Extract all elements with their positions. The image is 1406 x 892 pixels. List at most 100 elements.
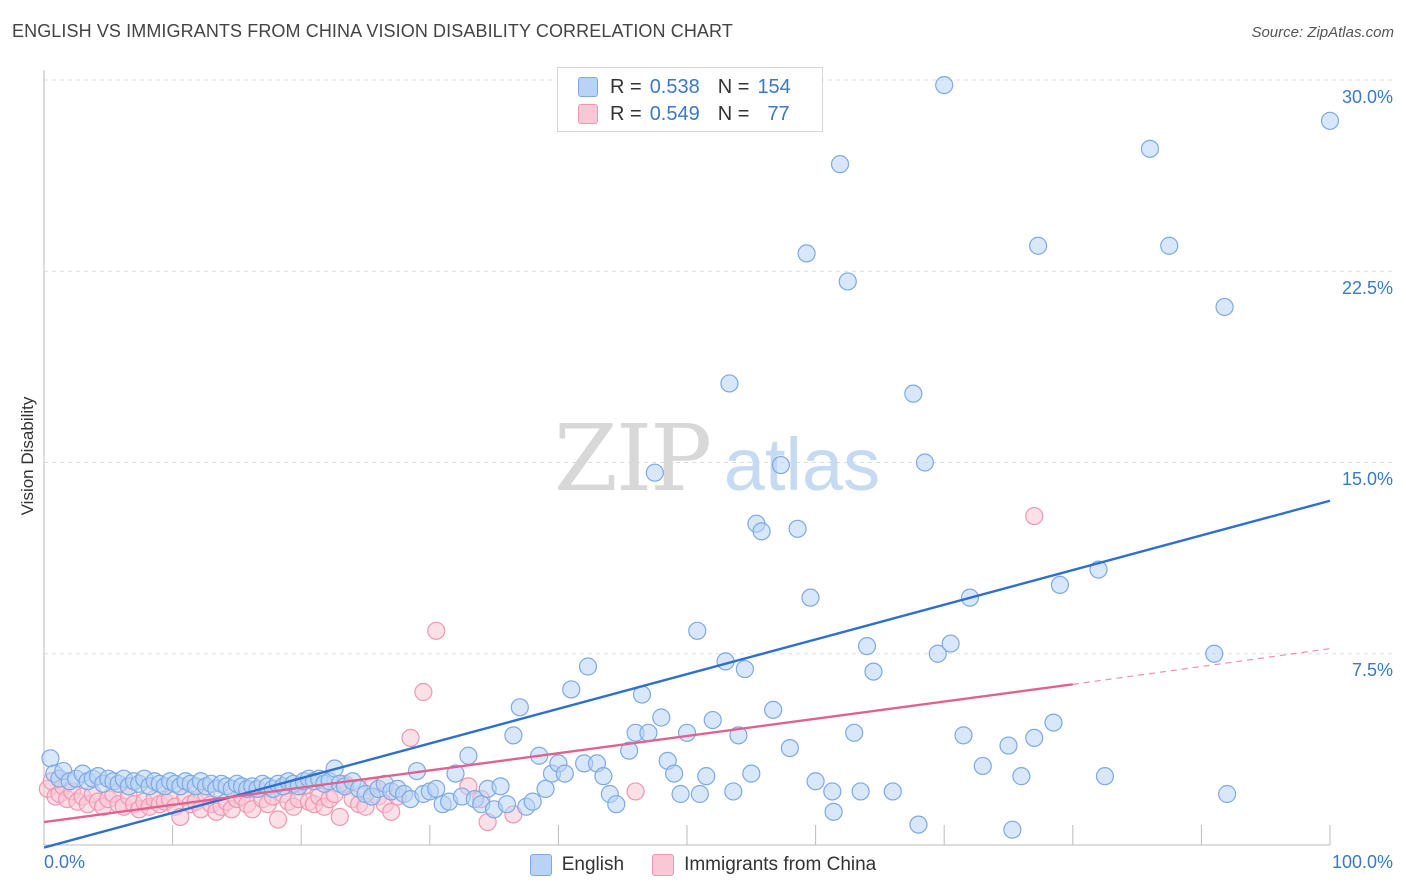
english-point-120 <box>752 522 771 541</box>
english-point-153 <box>1095 767 1115 786</box>
english-point-141 <box>941 634 960 653</box>
english-stats-row: R = 0.538 N = 154 <box>578 75 791 99</box>
english-point-139 <box>915 453 935 472</box>
english-swatch <box>578 77 598 97</box>
watermark-atlas: atlas <box>724 423 880 506</box>
english-point-130 <box>830 155 850 174</box>
english-point-109 <box>688 621 707 640</box>
english-point-128 <box>823 782 842 801</box>
english-point-106 <box>665 764 684 783</box>
english-point-104 <box>652 708 671 727</box>
english-point-129 <box>824 802 843 821</box>
english-point-83 <box>504 726 523 745</box>
english-n-label: N = <box>717 75 750 98</box>
english-point-86 <box>523 792 542 811</box>
english-point-144 <box>973 756 992 776</box>
english-point-102 <box>639 723 658 742</box>
china-point-46 <box>268 810 288 829</box>
english-point-142 <box>954 726 973 745</box>
english-point-108 <box>677 723 697 742</box>
english-point-84 <box>510 698 529 717</box>
english-point-99 <box>620 741 639 760</box>
english-point-134 <box>857 636 877 656</box>
x-tick-max: 100.0% <box>1331 852 1393 872</box>
english-point-118 <box>742 764 761 783</box>
legend-label-china: Immigrants from China <box>684 854 877 875</box>
china-n-label: N = <box>717 102 750 125</box>
legend-swatch-china <box>652 854 675 876</box>
english-point-111 <box>697 767 716 786</box>
chart-legend: English Immigrants from China <box>0 852 1406 878</box>
english-point-82 <box>497 795 517 814</box>
english-point-92 <box>562 680 581 699</box>
english-r-label: R = <box>610 75 642 98</box>
english-point-98 <box>607 795 626 814</box>
english-point-96 <box>594 767 613 786</box>
english-point-160 <box>935 75 954 95</box>
english-point-132 <box>845 723 864 742</box>
english-point-136 <box>883 782 902 801</box>
china-point-69 <box>414 682 433 702</box>
chart-title: ENGLISH VS IMMIGRANTS FROM CHINA VISION … <box>12 21 733 41</box>
english-point-103 <box>645 463 664 482</box>
y-tick-label-7-5: 7.5% <box>1351 660 1393 680</box>
english-point-137 <box>904 384 923 403</box>
english-point-112 <box>703 710 722 730</box>
english-n-value: 154 <box>757 75 791 98</box>
english-point-155 <box>1160 236 1179 255</box>
english-point-138 <box>909 815 928 834</box>
english-point-74 <box>446 764 465 783</box>
english-point-145 <box>999 736 1018 755</box>
correlation-stats-box: R = 0.538 N = 154 R = 0.549 N = 77 <box>557 67 823 132</box>
china-point-70 <box>427 621 446 640</box>
english-point-156 <box>1205 644 1224 663</box>
trendlines <box>43 499 1331 849</box>
english-point-125 <box>797 244 816 263</box>
english-point-71 <box>427 779 446 799</box>
english-point-154 <box>1140 139 1160 158</box>
legend-swatch-english <box>529 854 552 876</box>
china-point-58 <box>330 807 349 827</box>
english-point-146 <box>1003 820 1022 839</box>
china-swatch <box>578 104 598 124</box>
english-point-115 <box>724 782 743 801</box>
english-point-117 <box>735 659 754 679</box>
gridlines <box>44 79 1392 655</box>
legend-item-china[interactable]: Immigrants from China <box>652 854 876 876</box>
english-point-122 <box>771 455 790 475</box>
english-point-149 <box>1028 236 1048 255</box>
china-point-75 <box>626 782 645 801</box>
english-point-148 <box>1025 728 1044 748</box>
english-point-133 <box>851 782 870 801</box>
english-point-126 <box>801 588 820 607</box>
china-r-value: 0.549 <box>649 102 700 125</box>
legend-label-english: English <box>561 854 625 875</box>
english-point-150 <box>1044 713 1063 732</box>
english-point-151 <box>1050 575 1070 595</box>
english-point-140 <box>928 644 947 663</box>
english-point-110 <box>690 784 709 804</box>
english-point-135 <box>864 662 883 681</box>
english-point-121 <box>764 700 783 719</box>
english-point-107 <box>671 784 690 804</box>
english-point-91 <box>555 764 574 783</box>
english-point-116 <box>729 726 748 745</box>
y-tick-label-30: 30.0% <box>1341 87 1393 107</box>
y-tick-label-22-5: 22.5% <box>1341 278 1393 298</box>
watermark-zip: ZIP <box>554 405 710 512</box>
china-point-66 <box>382 802 401 821</box>
y-tick-label-15: 15.0% <box>1341 469 1393 489</box>
english-point-157 <box>1215 297 1234 317</box>
english-point-81 <box>491 777 510 796</box>
china-point-76 <box>1025 506 1044 526</box>
english-point-123 <box>780 738 799 758</box>
english-point-0 <box>41 749 60 768</box>
english-trendline <box>43 499 1331 849</box>
china-trendline <box>43 683 1073 824</box>
english-point-76 <box>459 746 478 765</box>
legend-item-english[interactable]: English <box>529 854 625 876</box>
english-point-147 <box>1012 767 1031 786</box>
english-point-131 <box>838 272 857 291</box>
english-points <box>41 75 1340 839</box>
english-point-159 <box>1320 111 1340 130</box>
